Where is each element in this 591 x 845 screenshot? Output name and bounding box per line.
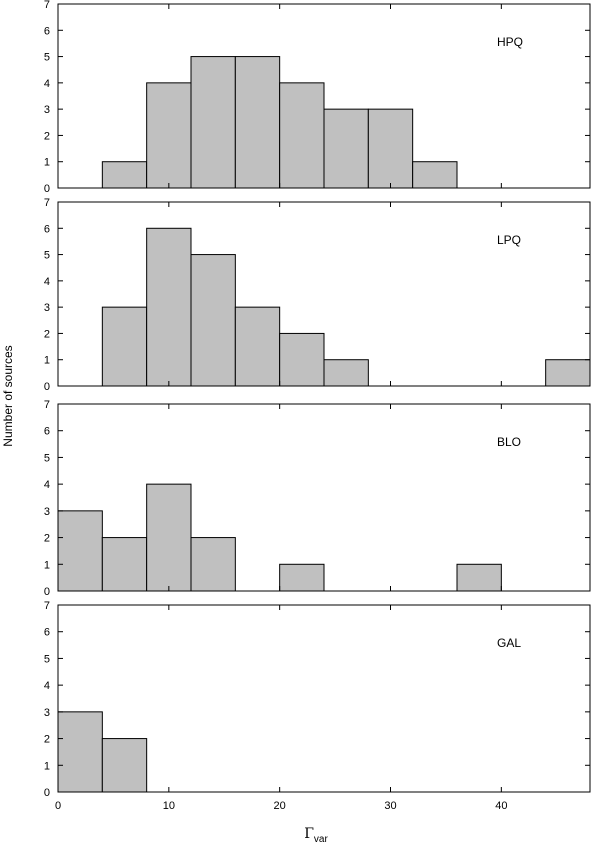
bar: [190, 254, 236, 387]
y-tick-label: 2: [44, 130, 50, 142]
bar: [323, 359, 369, 387]
y-tick-label: 7: [44, 197, 50, 209]
y-tick-label: 1: [44, 157, 50, 169]
y-tick-label: 0: [44, 787, 50, 799]
panel-label: BLO: [497, 435, 521, 449]
bar: [190, 537, 236, 592]
panels-layer: 0 1 2 3 4 5 6 7 HPQ 0 1 2 3 4 5 6 7 LPQ 0 1 2 3 4 5 6 7 BLO 0 1 2 3 4 5 6…: [44, 0, 591, 799]
y-tick-label: 3: [44, 302, 50, 314]
y-tick-label: 2: [44, 328, 50, 340]
x-axis-title-subscript: var: [314, 834, 329, 845]
bar: [323, 108, 369, 189]
x-tick-label: 10: [163, 800, 175, 812]
bar: [101, 161, 148, 189]
bar: [101, 537, 148, 592]
panel-frame: [57, 604, 591, 793]
panel-lpq: 0 1 2 3 4 5 6 7 LPQ: [44, 197, 591, 393]
panel-frame: [57, 3, 591, 189]
bar: [367, 108, 414, 189]
bar: [146, 82, 192, 189]
y-tick-label: 1: [44, 760, 50, 772]
y-tick-label: 7: [44, 0, 50, 11]
panel-frame: [57, 403, 591, 592]
y-tick-label: 5: [44, 653, 50, 665]
y-tick-label: 2: [44, 533, 50, 545]
bar: [57, 711, 103, 793]
y-tick-label: 3: [44, 707, 50, 719]
x-tick-label: 20: [274, 800, 286, 812]
y-tick-label: 6: [44, 223, 50, 235]
y-tick-label: 4: [44, 680, 50, 692]
y-tick-label: 5: [44, 250, 50, 262]
y-tick-label: 5: [44, 452, 50, 464]
y-tick-label: 3: [44, 104, 50, 116]
bar: [146, 483, 192, 592]
y-tick-label: 2: [44, 734, 50, 746]
x-tick-label: 40: [495, 800, 507, 812]
x-axis-title-symbol: Γ: [304, 826, 314, 842]
bar: [279, 563, 325, 592]
bar: [57, 510, 103, 592]
y-tick-label: 1: [44, 559, 50, 571]
y-tick-label: 0: [44, 381, 50, 393]
panel-label: LPQ: [497, 233, 521, 247]
y-tick-label: 3: [44, 506, 50, 518]
x-axis-title: Γvar: [304, 826, 328, 845]
bar: [412, 161, 458, 189]
panel-hpq: 0 1 2 3 4 5 6 7 HPQ: [44, 0, 591, 195]
x-tick-label: 0: [55, 800, 61, 812]
bar: [234, 56, 281, 189]
bar: [190, 56, 236, 189]
panel-label: GAL: [497, 636, 521, 650]
panel-frame: [57, 201, 591, 387]
x-axis: 0 10 20 30 40: [55, 800, 508, 812]
y-tick-label: 0: [44, 586, 50, 598]
y-tick-label: 4: [44, 479, 50, 491]
y-tick-label: 5: [44, 52, 50, 64]
panel-blo: 0 1 2 3 4 5 6 7 BLO: [44, 399, 591, 598]
y-tick-label: 0: [44, 183, 50, 195]
y-tick-label: 7: [44, 600, 50, 612]
panel-label: HPQ: [497, 35, 523, 49]
y-tick-label: 1: [44, 355, 50, 367]
y-tick-label: 4: [44, 78, 50, 90]
x-tick-label: 30: [384, 800, 396, 812]
panel-gal: 0 1 2 3 4 5 6 7 GAL: [44, 600, 591, 799]
y-tick-label: 7: [44, 399, 50, 411]
y-tick-label: 6: [44, 426, 50, 438]
bar: [101, 306, 148, 387]
bar: [101, 738, 148, 793]
bar: [234, 306, 281, 387]
y-tick-label: 4: [44, 276, 50, 288]
y-tick-label: 6: [44, 627, 50, 639]
y-tick-label: 6: [44, 25, 50, 37]
y-axis-title: Number of sources: [1, 345, 15, 446]
bar: [279, 332, 325, 387]
bar: [279, 82, 325, 189]
bar: [146, 227, 192, 387]
bar: [456, 563, 502, 592]
bar: [545, 359, 591, 387]
